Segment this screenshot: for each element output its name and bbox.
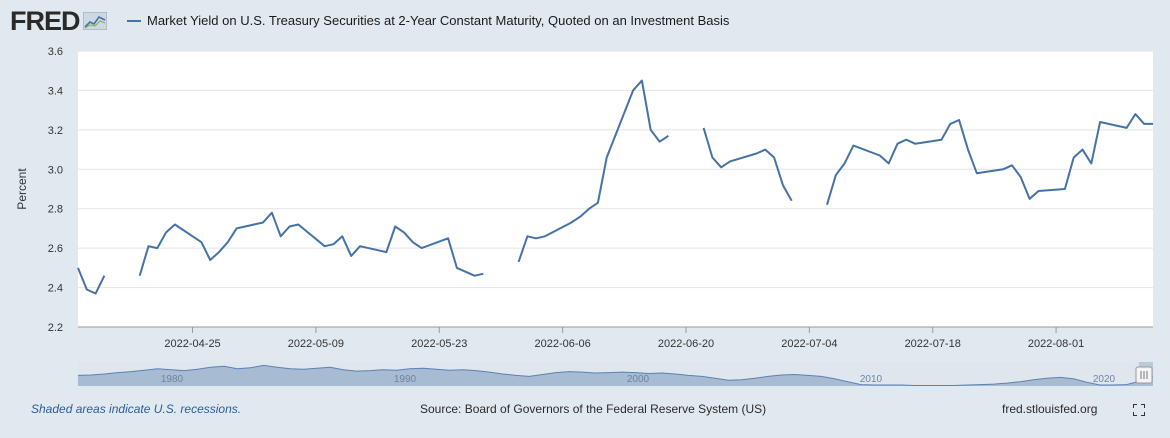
y-tick-label: 3.0 bbox=[48, 164, 63, 176]
series-line-segment[interactable] bbox=[702, 127, 793, 202]
site-link[interactable]: fred.stlouisfed.org bbox=[1002, 402, 1098, 416]
plot-background bbox=[78, 51, 1153, 327]
grid-lines bbox=[78, 50, 1153, 328]
recession-note: Shaded areas indicate U.S. recessions. bbox=[31, 402, 242, 416]
navigator-year-label: 1990 bbox=[394, 374, 417, 385]
y-axis-label: Percent bbox=[15, 168, 29, 210]
x-tick-label: 2022-07-04 bbox=[781, 338, 837, 350]
y-tick-label: 3.4 bbox=[48, 85, 63, 97]
y-tick-label: 3.6 bbox=[48, 46, 63, 58]
navigator-year-label: 1980 bbox=[161, 374, 184, 385]
series-line-segment[interactable] bbox=[77, 267, 106, 295]
y-tick-label: 2.6 bbox=[48, 243, 63, 255]
y-tick-label: 3.2 bbox=[48, 125, 63, 137]
legend-swatch bbox=[127, 19, 141, 22]
legend-series-label: Market Yield on U.S. Treasury Securities… bbox=[147, 13, 730, 28]
y-tick-label: 2.4 bbox=[48, 283, 63, 295]
navigator-year-label: 2000 bbox=[627, 374, 650, 385]
series-lines bbox=[77, 79, 1153, 295]
fred-logo[interactable]: FRED bbox=[10, 6, 107, 36]
navigator-year-label: 2010 bbox=[860, 374, 883, 385]
x-tick-label: 2022-06-20 bbox=[658, 338, 714, 350]
x-axis-ticks: 2022-04-25 2022-05-09 2022-05-23 2022-06-06… bbox=[78, 326, 1153, 350]
source-note: Source: Board of Governors of the Federa… bbox=[420, 402, 767, 416]
series-line-segment[interactable] bbox=[517, 79, 669, 263]
series-line-segment[interactable] bbox=[826, 113, 1153, 206]
y-axis-ticks: 2.2 2.4 2.6 2.8 3.0 3.2 3.4 3.6 bbox=[48, 46, 63, 334]
x-tick-label: 2022-08-01 bbox=[1028, 338, 1084, 350]
fred-logo-text: FRED bbox=[10, 5, 80, 36]
x-tick-label: 2022-07-18 bbox=[905, 338, 961, 350]
chart-legend[interactable]: Market Yield on U.S. Treasury Securities… bbox=[127, 13, 729, 28]
y-tick-label: 2.8 bbox=[48, 204, 63, 216]
fred-graph-icon bbox=[82, 12, 107, 30]
x-tick-label: 2022-05-09 bbox=[288, 338, 344, 350]
series-line-segment[interactable] bbox=[138, 211, 484, 277]
navigator-year-label: 2020 bbox=[1093, 374, 1116, 385]
navigator[interactable]: 1980 1990 2000 2010 2020 bbox=[77, 362, 1154, 386]
x-tick-label: 2022-05-23 bbox=[411, 338, 467, 350]
navigator-line bbox=[77, 364, 1154, 386]
x-tick-label: 2022-04-25 bbox=[164, 338, 220, 350]
fullscreen-icon[interactable] bbox=[1133, 404, 1145, 416]
navigator-handle[interactable] bbox=[1135, 366, 1153, 384]
x-tick-label: 2022-06-06 bbox=[534, 338, 590, 350]
y-tick-label: 2.2 bbox=[48, 322, 63, 334]
